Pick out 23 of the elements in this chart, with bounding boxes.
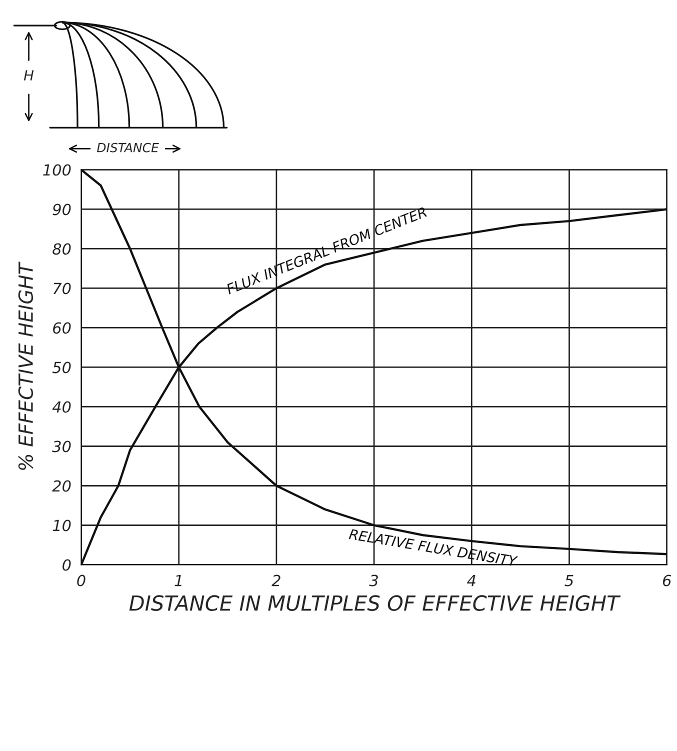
y-tick-label: 100 (43, 164, 71, 176)
y-tick-label: 0 (62, 559, 71, 571)
text: RELATIVE FLUX DENSITY (348, 528, 518, 567)
y-tick-label: 30 (52, 440, 71, 452)
x-tick-label: 5 (564, 574, 574, 586)
y-tick-label: 10 (52, 520, 71, 532)
text: DISTANCE (96, 142, 159, 152)
y-tick-label: 40 (52, 401, 71, 413)
y-axis-title: % EFFECTIVE HEIGHT (18, 262, 34, 470)
x-tick-label: 3 (369, 574, 378, 586)
y-tick-label: 90 (52, 204, 71, 216)
text: H (24, 70, 34, 80)
x-tick-label: 0 (77, 574, 86, 586)
x-axis-title: DISTANCE IN MULTIPLES OF EFFECTIVE HEIGHT (129, 595, 621, 611)
y-tick-label: 20 (52, 480, 71, 492)
y-tick-label: 60 (53, 322, 71, 334)
x-tick-label: 1 (174, 574, 182, 586)
x-tick-label: 4 (467, 574, 476, 586)
x-tick-label: 6 (662, 574, 672, 586)
y-tick-label: 50 (52, 362, 71, 374)
y-tick-label: 70 (53, 282, 71, 294)
y-tick-label: 80 (52, 243, 71, 255)
x-tick-label: 2 (272, 574, 280, 586)
